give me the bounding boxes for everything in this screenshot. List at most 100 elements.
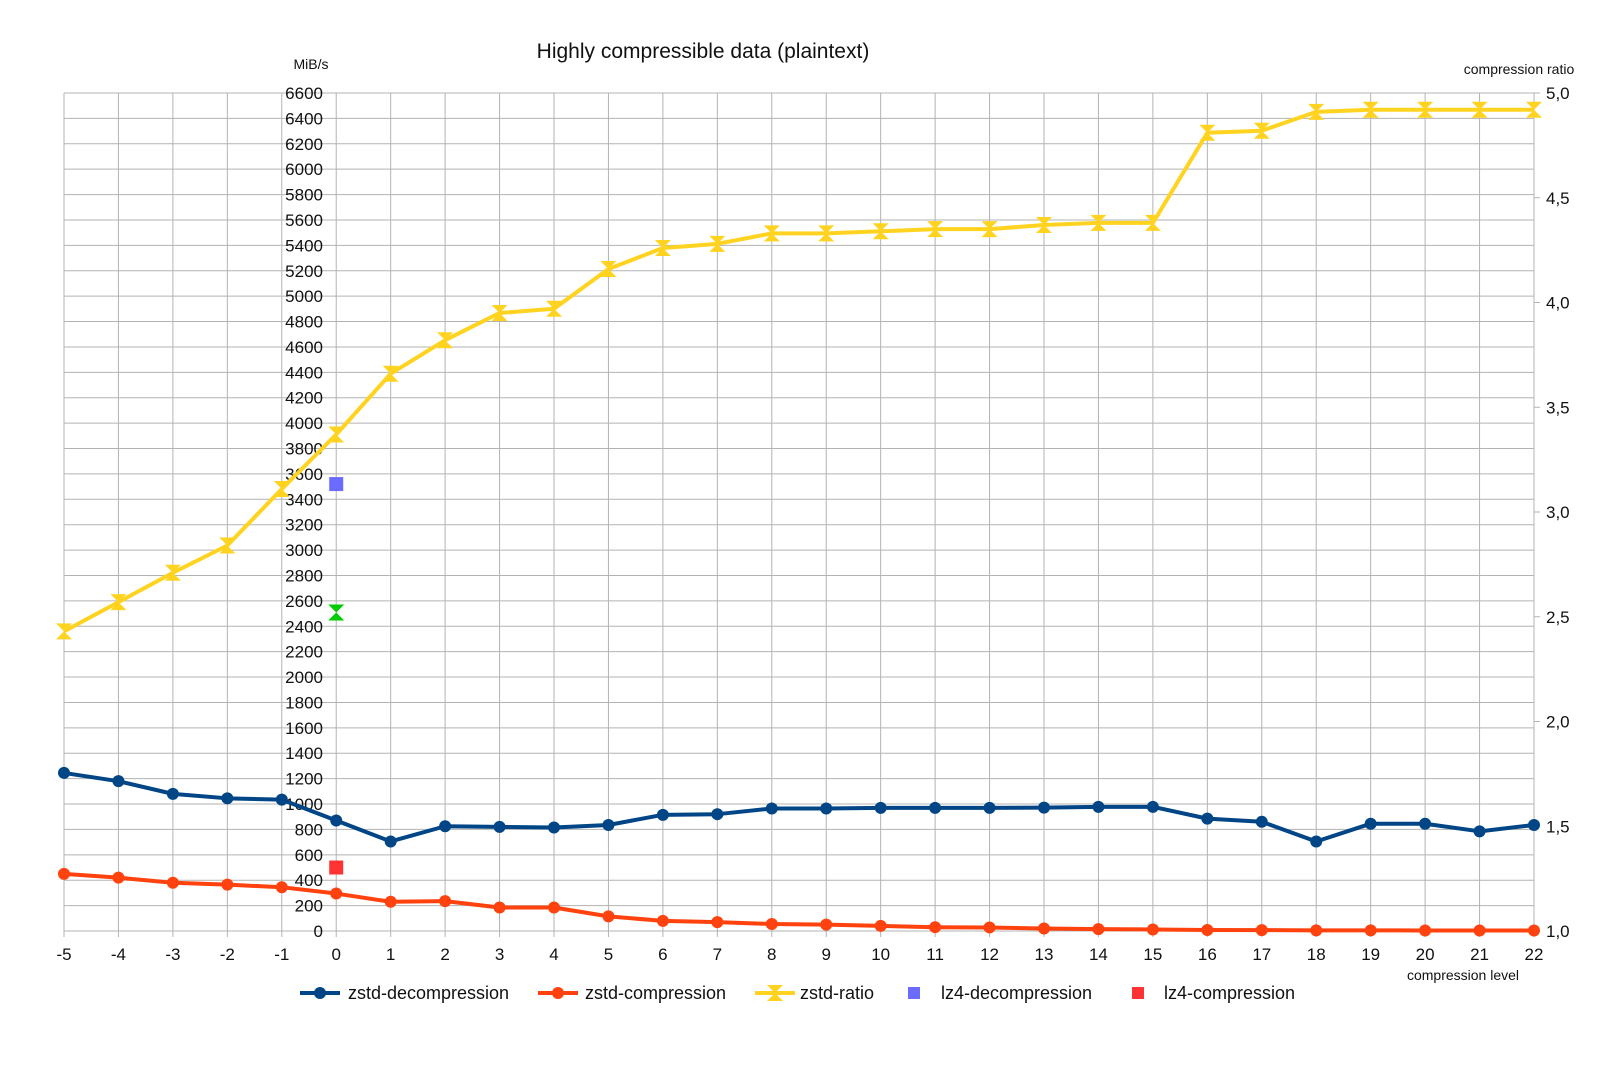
data-point-zstd-ratio [491,304,508,321]
y-tick-label: 5400 [285,236,323,255]
data-point-zstd-compression [166,876,179,889]
series-lz4-compression [329,860,344,875]
y-tick-label: 4600 [285,338,323,357]
x-tick-label: 6 [658,945,667,964]
data-point-zstd-compression [1473,924,1486,937]
data-point-zstd-ratio [382,365,399,382]
data-point-zstd-ratio [1362,101,1379,118]
x-tick-label: 12 [980,945,999,964]
data-point-zstd-compression [221,878,234,891]
series-line-zstd-ratio [63,107,1534,634]
chart-title: Highly compressible data (plaintext) [537,40,870,63]
legend-item-zstd-ratio: zstd-ratio [755,983,874,1003]
data-point-lz4-compression [329,860,344,875]
y-tick-label: 1200 [285,770,323,789]
data-point-zstd-ratio [927,221,944,238]
y-tick-label: 4200 [285,389,323,408]
x-tick-label: -3 [165,945,180,964]
legend-marker [767,985,783,1001]
y-tick-label: 3400 [285,490,323,509]
y2-tick-label: 2,5 [1546,608,1570,627]
y-tick-label: 2600 [285,592,323,611]
legend-item-zstd-decompression: zstd-decompression [300,983,509,1003]
data-point-zstd-ratio [600,260,617,277]
series-line-zstd-compression [63,871,1534,933]
data-point-zstd-compression [1528,924,1540,937]
data-point-zstd-decompression [548,821,560,834]
y2-tick-label: 4,5 [1546,189,1570,208]
legend-label: zstd-decompression [348,983,509,1003]
data-point-zstd-ratio [763,225,780,242]
y-tick-label: 5000 [285,287,323,306]
data-point-zstd-compression [112,871,125,884]
data-point-zstd-compression [1038,922,1050,935]
data-point-zstd-decompression [1310,835,1323,848]
data-point-zstd-compression [330,887,343,900]
x-tick-label: 21 [1470,945,1489,964]
y-tick-label: 6200 [285,135,323,154]
tick-labels: 0200400600800100012001400160018002000220… [56,84,1569,964]
x-tick-label: 8 [767,945,776,964]
data-point-zstd-decompression [221,792,234,805]
y2-tick-label: 1,5 [1546,817,1570,836]
data-point-zstd-ratio [1090,214,1107,231]
y2-tick-label: 4,0 [1546,294,1570,313]
gridlines [63,92,1535,932]
y-tick-label: 1600 [285,719,323,738]
data-point-zstd-compression [983,921,996,934]
data-point-zstd-compression [275,881,288,894]
data-point-zstd-ratio [1417,101,1434,118]
data-point-zstd-ratio [1308,103,1325,120]
data-point-zstd-ratio [981,221,998,238]
data-point-zstd-decompression [1255,815,1268,828]
series-lz4-decompression [329,477,344,492]
data-point-zstd-compression [1146,923,1159,936]
data-point-zstd-decompression [765,802,778,815]
y-tick-label: 4800 [285,313,323,332]
x-tick-label: 16 [1198,945,1217,964]
y-tick-label: 1000 [285,795,323,814]
y-tick-label: 5600 [285,211,323,230]
data-point-zstd-decompression [1038,801,1050,814]
x-tick-label: 3 [495,945,504,964]
y-tick-label: 4400 [285,363,323,382]
data-point-zstd-decompression [112,775,125,788]
data-point-zstd-decompression [820,802,833,815]
data-point-zstd-ratio [1036,216,1052,233]
legend-swatch [1132,987,1144,999]
x-tick-label: 13 [1035,945,1054,964]
data-point-zstd-compression [58,867,70,880]
y-tick-label: 2000 [285,668,323,687]
y2-tick-label: 3,5 [1546,398,1570,417]
y-tick-label: 400 [295,871,323,890]
data-point-zstd-ratio [1253,122,1270,139]
data-point-zstd-decompression [1528,818,1540,831]
x-tick-label: 18 [1307,945,1326,964]
y-axis-title: MiB/s [294,56,329,72]
y-tick-label: 800 [295,820,323,839]
data-point-zstd-compression [1092,923,1105,936]
data-point-zstd-compression [439,895,452,908]
data-point-zstd-decompression [493,820,506,833]
data-point-zstd-decompression [602,818,615,831]
data-point-zstd-compression [384,895,397,908]
data-point-zstd-decompression [711,808,724,821]
x-tick-label: 10 [871,945,890,964]
legend-item-lz4-decompression: lz4-decompression [908,983,1092,1003]
legend-marker [314,987,326,999]
series-zstd-compression [58,867,1540,937]
y2-axis-title: compression ratio [1464,61,1575,77]
x-tick-label: 22 [1525,945,1544,964]
data-point-zstd-ratio [56,623,72,640]
x-tick-label: 2 [440,945,449,964]
x-tick-label: 17 [1252,945,1271,964]
x-tick-label: 1 [386,945,395,964]
x-tick-label: -2 [220,945,235,964]
data-point-zstd-compression [711,916,724,929]
data-point-extra [328,604,345,621]
y-tick-label: 2800 [285,566,323,585]
y-tick-label: 5800 [285,186,323,205]
data-point-zstd-decompression [439,820,452,833]
data-point-zstd-compression [1201,923,1214,936]
